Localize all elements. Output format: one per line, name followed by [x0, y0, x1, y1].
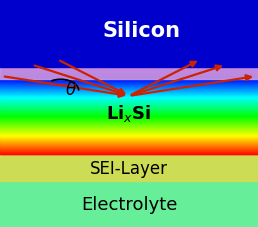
Bar	[0, 71, 258, 72]
Bar	[0, 147, 258, 148]
Bar	[0, 110, 258, 111]
Bar	[0, 77, 258, 78]
Bar	[0, 93, 258, 94]
Bar	[0, 96, 258, 97]
Bar	[0, 118, 258, 119]
Bar	[0, 87, 258, 88]
Bar	[0, 151, 258, 152]
Bar	[0, 92, 258, 93]
Bar	[0, 150, 258, 151]
Bar	[0, 99, 258, 100]
Bar	[0, 120, 258, 121]
Bar	[0, 76, 258, 77]
Bar	[0, 69, 258, 70]
Bar	[0, 130, 258, 131]
Bar	[0, 86, 258, 87]
Bar	[0, 140, 258, 141]
Bar	[0, 137, 258, 138]
Bar	[0, 109, 258, 110]
Bar	[0, 105, 258, 106]
Bar	[0, 115, 258, 116]
Bar	[0, 127, 258, 128]
Bar	[0, 116, 258, 117]
Bar	[0, 182, 258, 227]
Bar	[0, 153, 258, 154]
Bar	[0, 119, 258, 120]
Bar	[0, 80, 258, 81]
Text: Li$_x$Si: Li$_x$Si	[106, 103, 152, 124]
Bar	[0, 146, 258, 147]
Bar	[0, 103, 258, 104]
Bar	[0, 79, 258, 80]
Bar	[0, 117, 258, 118]
Bar	[0, 97, 258, 98]
Bar	[0, 122, 258, 123]
Bar	[0, 152, 258, 153]
Bar	[0, 75, 258, 76]
Bar	[0, 72, 258, 73]
Bar	[0, 107, 258, 108]
Bar	[0, 125, 258, 126]
Bar	[0, 70, 258, 71]
Bar	[0, 148, 258, 149]
Bar	[0, 101, 258, 102]
Bar	[0, 89, 258, 90]
Bar	[0, 98, 258, 99]
Bar	[0, 144, 258, 145]
Bar	[0, 91, 258, 92]
Bar	[0, 123, 258, 124]
Bar	[0, 100, 258, 101]
Bar	[0, 0, 258, 68]
Bar	[0, 128, 258, 129]
Bar	[0, 68, 258, 69]
Bar	[0, 113, 258, 114]
Bar	[0, 139, 258, 140]
Bar	[0, 81, 258, 82]
Bar	[0, 143, 258, 144]
Bar	[0, 102, 258, 103]
Bar	[0, 154, 258, 182]
Bar	[0, 114, 258, 115]
Bar	[0, 149, 258, 150]
Bar	[0, 78, 258, 79]
Bar	[0, 142, 258, 143]
Bar	[0, 141, 258, 142]
Bar	[0, 134, 258, 135]
Bar	[0, 82, 258, 83]
Text: Electrolyte: Electrolyte	[81, 195, 177, 213]
Bar	[0, 112, 258, 113]
Bar	[0, 135, 258, 136]
Bar	[0, 83, 258, 84]
Bar	[0, 145, 258, 146]
Text: $\theta$: $\theta$	[65, 81, 77, 99]
Bar	[0, 104, 258, 105]
Bar	[0, 129, 258, 130]
Bar	[0, 138, 258, 139]
Bar	[0, 85, 258, 86]
Text: Silicon: Silicon	[103, 21, 181, 41]
Bar	[0, 95, 258, 96]
Bar	[0, 90, 258, 91]
Bar	[0, 121, 258, 122]
Bar	[0, 108, 258, 109]
Bar	[0, 64, 258, 79]
Bar	[0, 73, 258, 74]
Bar	[0, 111, 258, 112]
Bar	[0, 131, 258, 132]
Bar	[0, 124, 258, 125]
Bar	[0, 126, 258, 127]
Bar	[0, 94, 258, 95]
Bar	[0, 106, 258, 107]
Bar	[0, 84, 258, 85]
Text: SEI-Layer: SEI-Layer	[90, 159, 168, 177]
Bar	[0, 88, 258, 89]
Bar	[0, 132, 258, 133]
Bar	[0, 136, 258, 137]
Bar	[0, 74, 258, 75]
Bar	[0, 133, 258, 134]
